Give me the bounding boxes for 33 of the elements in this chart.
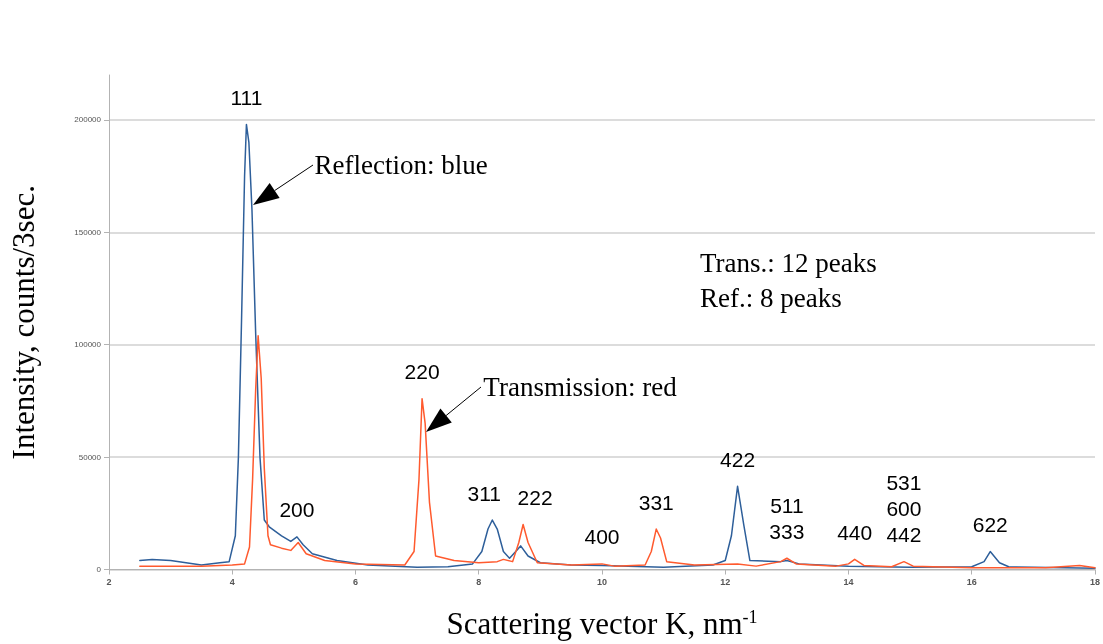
x-tick-label: 18 — [1089, 577, 1100, 587]
annotation: 531 600 442 — [886, 471, 922, 547]
annotation: 200 — [279, 498, 315, 522]
x-tick-label: 12 — [720, 577, 731, 587]
annotation: 622 — [972, 513, 1008, 537]
y-tick-label: 100000 — [74, 340, 102, 350]
line-series — [139, 123, 1096, 569]
y-tick-label: 0 — [96, 565, 102, 574]
y-axis-title: Intensity, counts/3sec. — [6, 185, 41, 460]
annotation: 220 — [404, 360, 440, 384]
annotation: 222 — [517, 486, 553, 510]
annotation: 331 — [638, 490, 674, 514]
annotation: 422 — [720, 447, 756, 471]
annotation: Ref.: 8 peaks — [700, 282, 842, 313]
y-tick-label: 50000 — [78, 452, 102, 462]
y-tick-label: 150000 — [74, 227, 102, 237]
x-tick-label: 2 — [106, 577, 112, 587]
x-tick-label: 10 — [596, 577, 608, 587]
annotation: 311 — [467, 481, 502, 505]
annotation: 400 — [584, 525, 620, 549]
x-tick-label: 8 — [476, 577, 482, 587]
x-tick-label: 4 — [229, 577, 235, 587]
annotation: 440 — [837, 520, 873, 544]
x-tick-label: 16 — [966, 577, 977, 587]
annotation: Trans.: 12 peaks — [700, 247, 877, 278]
annotation: Transmission: red — [483, 372, 678, 403]
line-series — [139, 334, 1096, 569]
y-tick-label: 200000 — [74, 115, 102, 125]
annotation: Reflection: blue — [314, 150, 488, 181]
annotation: 111 — [230, 85, 263, 109]
x-tick-label: 14 — [843, 577, 854, 587]
annotation: 511 333 — [769, 493, 805, 543]
x-tick-label: 6 — [352, 577, 359, 587]
